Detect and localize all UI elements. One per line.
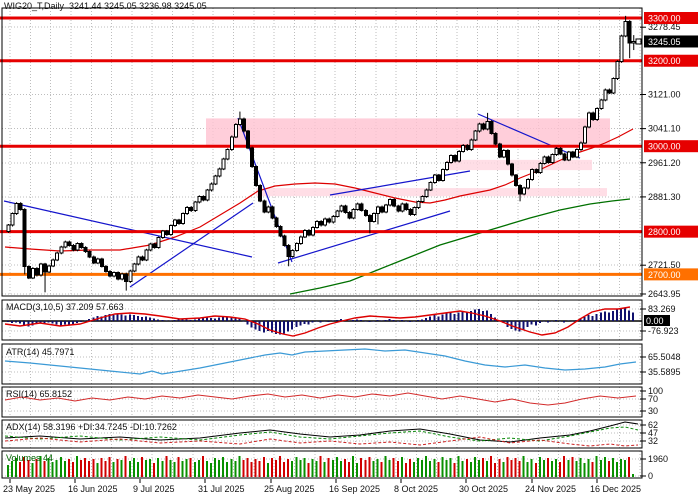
indicator-axis-label: 62	[648, 420, 658, 430]
supply-zones	[206, 118, 610, 197]
sr-price-box	[644, 268, 698, 281]
sr-price-box	[644, 225, 698, 238]
date-axis-label: 25 Aug 2025	[264, 484, 315, 494]
support-resistance-lines	[0, 16, 642, 276]
indicator-axis-label: 83.269	[648, 304, 676, 314]
indicator-axis-label: 65.5048	[648, 352, 681, 362]
sr-price-box	[644, 54, 698, 67]
current-price-box-label: 3245.05	[648, 37, 681, 47]
green-ma-line	[289, 198, 631, 295]
red-ma-line	[4, 128, 634, 252]
sr-price-box-label: 3300.00	[648, 14, 681, 24]
indicator-axis-label: 0.00	[646, 316, 664, 326]
price-axis-label: 3121.00	[648, 89, 681, 99]
current-price-box	[644, 35, 698, 48]
volumes-panel	[7, 456, 635, 477]
date-axis-label: 16 Sep 2025	[329, 484, 380, 494]
sr-price-box-label: 3200.00	[648, 56, 681, 66]
date-axis-label: 9 Jul 2025	[133, 484, 175, 494]
rsi-panel	[4, 392, 637, 406]
price-axis-label: 3041.10	[648, 124, 681, 134]
sr-price-box-label: 2700.00	[648, 270, 681, 280]
price-axis[interactable]: 3278.45 3121.00 3041.10 2961.20 2881.30 2721.…	[640, 0, 700, 500]
indicator-axis-label: 70	[648, 394, 658, 404]
date-axis-label: 24 Nov 2025	[525, 484, 576, 494]
indicator-axis-label: -76.923	[648, 326, 679, 336]
date-axis-label: 16 Jun 2025	[68, 484, 118, 494]
current-price-marker	[635, 38, 642, 45]
price-axis-label: 3278.45	[648, 22, 681, 32]
indicator-axis-label: 0	[648, 471, 653, 481]
atr-panel	[4, 348, 637, 375]
adx-panel	[4, 421, 639, 447]
indicator-axis-label: 32	[648, 436, 658, 446]
price-axis-label: 2881.30	[648, 192, 681, 202]
panel-borders	[1, 7, 643, 479]
indicator-axis-label: 47	[648, 428, 658, 438]
macd-panel	[2, 306, 642, 337]
indicator-axis-label: 100	[648, 386, 663, 396]
price-axis-label: 2721.50	[648, 260, 681, 270]
date-axis-label: 16 Dec 2025	[590, 484, 641, 494]
price-axis-label: 2643.95	[648, 289, 681, 299]
indicator-axis-label: 35.5895	[648, 367, 681, 377]
sr-price-box-label: 3000.00	[648, 142, 681, 152]
current-price-marker	[635, 38, 642, 45]
date-axis-label: 23 May 2025	[3, 484, 55, 494]
indicator-axis-label: 1960	[648, 454, 668, 464]
candles-layer	[6, 15, 636, 293]
sr-price-box	[644, 12, 698, 24]
indicator-axis-label: 30	[648, 406, 658, 416]
sr-price-box	[644, 140, 698, 153]
date-axis-label: 30 Oct 2025	[459, 484, 508, 494]
price-axis-label: 2961.20	[648, 158, 681, 168]
date-axis-label: 31 Jul 2025	[198, 484, 245, 494]
date-axis-label: 8 Oct 2025	[394, 484, 438, 494]
sr-price-box-label: 2800.00	[648, 227, 681, 237]
date-axis[interactable]: 23 May 2025 16 Jun 2025 9 Jul 2025 31 Jul 2…	[3, 479, 641, 494]
